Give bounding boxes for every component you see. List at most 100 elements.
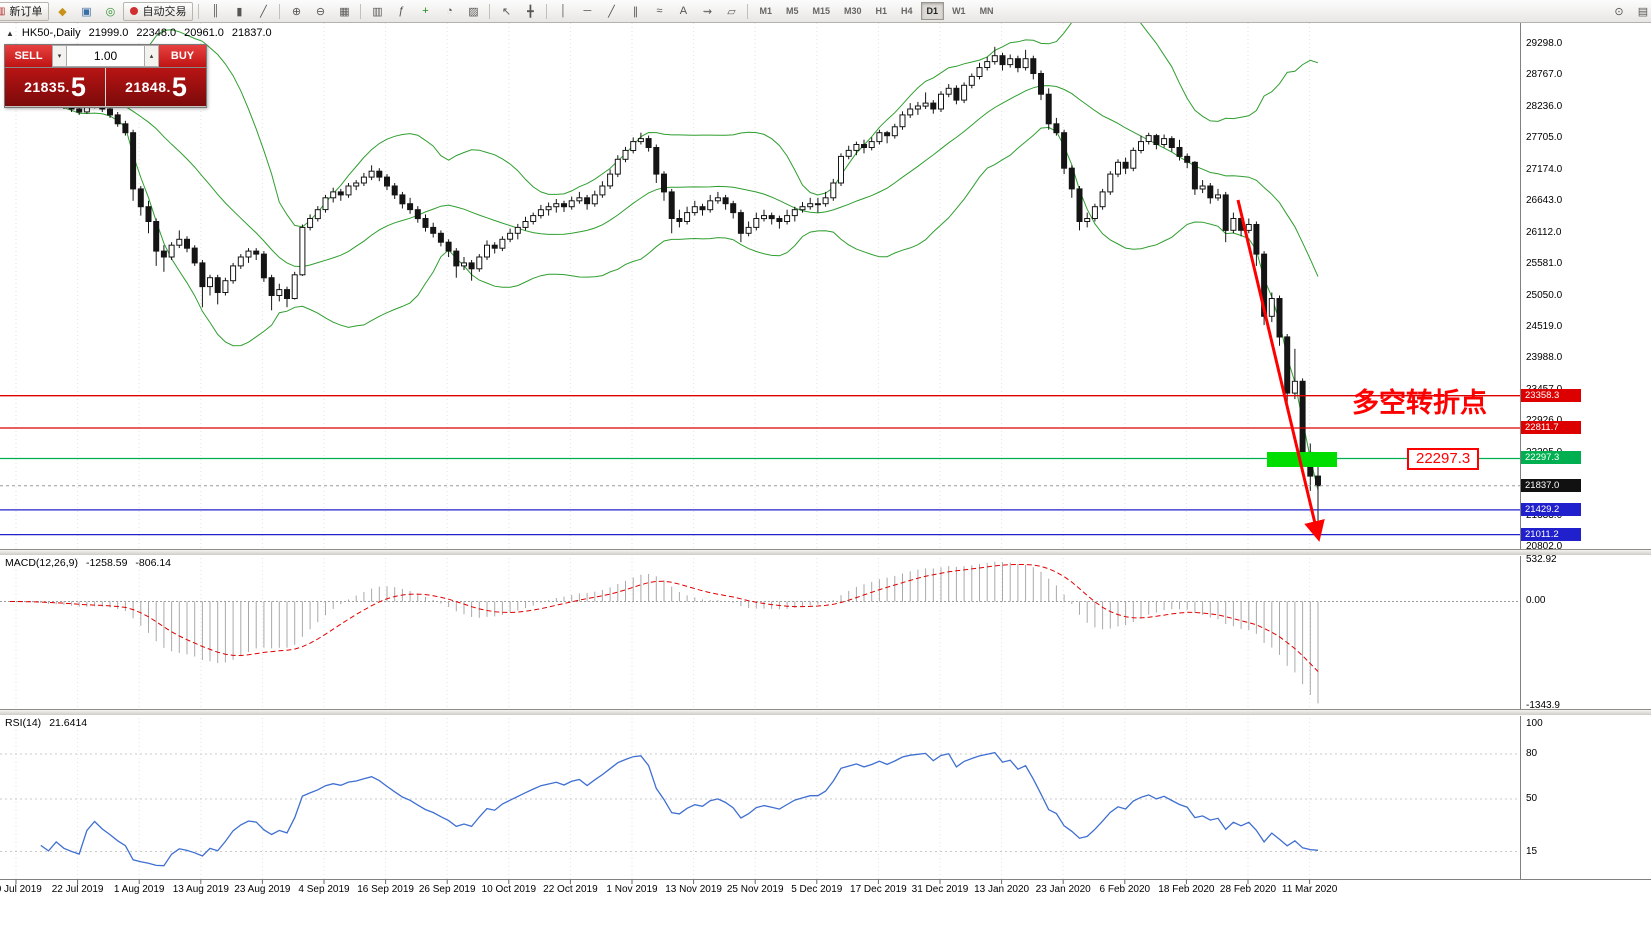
time-axis-label: 5 Dec 2019 (791, 884, 843, 895)
macd-scale-label: 0.00 (1526, 595, 1546, 607)
new-order-button[interactable]: ▥ 新订单 (0, 1, 50, 21)
buy-price[interactable]: 21848. 5 (106, 68, 206, 106)
panel-separator[interactable] (0, 709, 1651, 716)
timeframe-h1[interactable]: H1 (875, 6, 888, 16)
price-scale-label: 28767.0 (1526, 69, 1563, 81)
auto-arrange-icon[interactable]: ▦ (339, 5, 350, 18)
time-axis-label: 1 Aug 2019 (113, 884, 165, 895)
price-scale-label: 25050.0 (1526, 289, 1563, 301)
sell-button[interactable]: SELL (5, 45, 52, 67)
one-click-trading-panel: SELL ▾ 1.00 ▴ BUY 21835. 5 21848. 5 (4, 44, 207, 108)
periods-icon[interactable]: ◔ (446, 5, 453, 17)
timeframe-m30[interactable]: M30 (844, 6, 862, 16)
macd-scale-label: 532.92 (1526, 554, 1557, 565)
data-window-icon[interactable]: ▣ (81, 5, 92, 18)
time-axis-label: 13 Nov 2019 (665, 884, 722, 895)
time-axis-label: 23 Aug 2019 (234, 884, 291, 895)
crosshair-icon[interactable]: ╋ (527, 5, 534, 18)
candlestick-chart-icon[interactable]: ▮ (236, 5, 243, 18)
volume-increase-button[interactable]: ▴ (144, 45, 159, 67)
auto-trading-button[interactable]: 自动交易 (123, 1, 194, 21)
caret-down-icon: ▾ (57, 53, 62, 60)
window-list-icon[interactable]: ▤ (1637, 5, 1649, 18)
buy-button[interactable]: BUY (159, 45, 206, 67)
time-axis-label: 1 Nov 2019 (606, 884, 658, 895)
price-scale-label: 23988.0 (1526, 352, 1563, 364)
horizontal-line-icon[interactable]: ─ (583, 5, 592, 17)
caret-up-icon: ▴ (149, 53, 154, 60)
price-axis[interactable] (1520, 22, 1651, 879)
rsi-scale-label: 80 (1526, 748, 1538, 759)
shapes-icon[interactable]: ▱ (727, 5, 736, 18)
text-icon[interactable]: A (679, 5, 688, 17)
price-tag: 21011.2 (1521, 527, 1581, 541)
cursor-icon[interactable]: ↖ (501, 5, 512, 18)
macd-scale-label: -1343.9 (1526, 700, 1560, 711)
zoom-out-icon[interactable]: ⊖ (315, 5, 326, 18)
rsi-scale-label: 15 (1526, 845, 1538, 857)
rsi-value: 21.6414 (49, 717, 88, 729)
volume-decrease-button[interactable]: ▾ (52, 45, 67, 67)
timeframe-h4[interactable]: H4 (901, 6, 913, 16)
timeframe-m5[interactable]: M5 (785, 6, 799, 16)
new-window-icon[interactable]: ▥ (372, 5, 383, 18)
vertical-line-icon[interactable]: │ (560, 5, 567, 17)
price-scale-label: 29298.0 (1526, 38, 1563, 49)
indicators-icon[interactable]: ƒ (398, 5, 405, 17)
auto-trading-icon (130, 7, 139, 15)
rsi-scale-label: 50 (1526, 793, 1538, 804)
chart-header: ▲ HK50-,Daily 21999.0 22348.0 20961.0 21… (6, 27, 272, 39)
toolbar-separator (747, 3, 749, 19)
price-scale-label: 22926.0 (1526, 415, 1562, 426)
time-axis-label: 22 Oct 2019 (543, 884, 598, 895)
timeframe-mn[interactable]: MN (979, 6, 994, 16)
arrows-tool-icon[interactable]: ⇝ (702, 5, 713, 18)
time-axis-label: 13 Jan 2020 (974, 884, 1030, 895)
buy-price-pips: 5 (171, 72, 187, 102)
search-icon[interactable]: ⊙ (1614, 5, 1624, 18)
turning-point-annotation: 多空转折点 (1352, 388, 1487, 418)
price-scale-label: 27705.0 (1526, 132, 1563, 144)
ohlc-close: 21837.0 (231, 27, 272, 39)
rsi-header: RSI(14) 21.6414 (5, 717, 87, 729)
zoom-in-icon[interactable]: ⊕ (291, 5, 302, 18)
trendline-icon[interactable]: ╱ (608, 5, 615, 18)
channel-icon[interactable]: ∥ (632, 5, 639, 18)
timeframe-m1[interactable]: M1 (759, 6, 772, 16)
strategy-navigator-icon[interactable]: ◎ (105, 5, 116, 18)
rsi-scale-label: 100 (1526, 718, 1543, 729)
toolbar-separator (546, 3, 548, 19)
time-axis-label: 18 Feb 2020 (1158, 884, 1215, 895)
price-scale-label: 20802.0 (1526, 541, 1563, 552)
time-axis-label: 17 Dec 2019 (850, 884, 907, 895)
time-axis-label: 22 Jul 2019 (51, 884, 104, 895)
sell-price[interactable]: 21835. 5 (5, 68, 106, 106)
price-callout: 22297.3 (1407, 448, 1480, 470)
volume-input[interactable]: 1.00 (67, 45, 144, 67)
price-scale-label: 27174.0 (1526, 163, 1563, 175)
price-scale-label: 25581.0 (1526, 258, 1563, 270)
templates-icon[interactable]: ▨ (468, 5, 479, 18)
price-tag: 21837.0 (1521, 478, 1581, 492)
fibonacci-icon[interactable]: ≈ (656, 5, 663, 17)
time-axis-label: 10 Oct 2019 (481, 884, 537, 895)
price-tag: 23358.3 (1521, 388, 1581, 402)
timeframe-w1[interactable]: W1 (952, 6, 966, 16)
timeframe-d1[interactable]: D1 (920, 2, 945, 20)
time-axis-label: 11 Mar 2020 (1281, 884, 1338, 895)
time-axis-label: 10 Jul 2019 (0, 884, 42, 895)
macd-value-signal: -806.14 (135, 557, 172, 569)
indicator-add-icon[interactable]: + (422, 5, 429, 17)
line-chart-icon[interactable]: ╱ (260, 5, 267, 18)
chart-wizard-icon[interactable]: ◆ (58, 5, 67, 18)
panel-separator[interactable] (0, 549, 1651, 556)
price-scale-label: 26112.0 (1526, 226, 1562, 238)
bar-chart-icon[interactable]: ║ (211, 5, 220, 17)
price-tag: 22297.3 (1521, 451, 1581, 465)
sell-price-pips: 5 (70, 72, 86, 102)
toolbar-separator (198, 3, 200, 19)
collapse-panel-icon[interactable]: ▲ (6, 28, 14, 38)
timeframe-m15[interactable]: M15 (812, 6, 830, 16)
